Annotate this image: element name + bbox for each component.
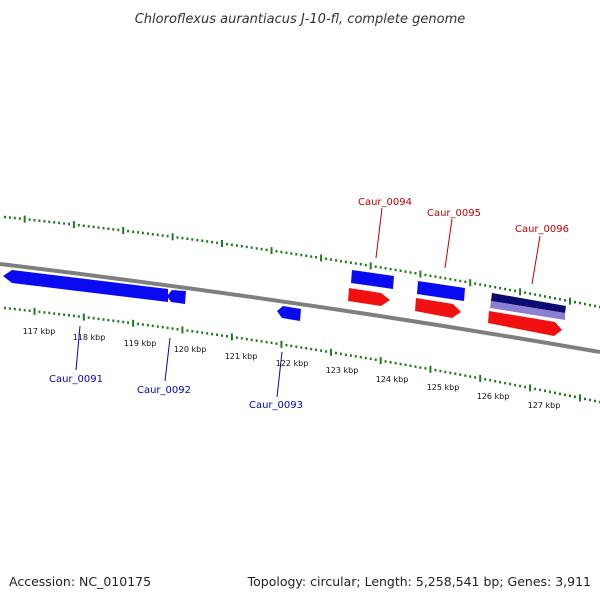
gene-caur-0095-arrow[interactable] [417,281,465,301]
gene-caur-0096-red-arrow[interactable] [488,311,562,336]
leader-line [276,351,283,398]
scale-label: 118 kbp [73,333,106,342]
gene-caur-0094-red-arrow[interactable] [348,288,390,306]
tick-track-top [4,215,600,309]
scale-label: 123 kbp [326,366,359,375]
scale-label: 117 kbp [23,327,56,336]
gene-label-caur-0092[interactable]: Caur_0092 [137,385,191,396]
genome-summary-text: Topology: circular; Length: 5,258,541 bp… [247,574,591,589]
gene-label-caur-0095[interactable]: Caur_0095 [427,208,481,219]
gene-caur-0092-arrow[interactable] [167,290,186,304]
gene-labels-top: Caur_0094 Caur_0095 Caur_0096 [358,197,569,285]
scale-label: 122 kbp [276,359,309,368]
reverse-strand-genes [348,288,562,336]
scale-label: 124 kbp [376,375,409,384]
scale-label: 126 kbp [477,392,510,401]
forward-strand-genes [3,270,566,321]
leader-line [531,235,541,285]
scale-label: 125 kbp [427,383,460,392]
gene-label-caur-0091[interactable]: Caur_0091 [49,374,103,385]
gene-caur-0096-light-arrow[interactable] [490,301,565,320]
gene-caur-0096-dark-arrow[interactable] [491,293,566,313]
leader-line [375,207,383,259]
gene-caur-0095-red-arrow[interactable] [415,298,461,318]
map-title: Chloroflexus aurantiacus J-10-fl, comple… [135,12,466,27]
gene-label-caur-0094[interactable]: Caur_0094 [358,197,412,208]
scale-label: 127 kbp [528,401,561,410]
gene-label-caur-0093[interactable]: Caur_0093 [249,400,303,411]
gene-label-caur-0096[interactable]: Caur_0096 [515,224,569,235]
gene-caur-0091-arrow[interactable] [3,270,168,302]
genome-backbone [0,262,600,354]
scale-label: 120 kbp [174,345,207,354]
tick-track-bottom [4,306,600,404]
leader-line [444,218,453,269]
gene-caur-0093-arrow[interactable] [277,306,301,321]
leader-line [75,325,81,371]
scale-labels: 117 kbp 118 kbp 119 kbp 120 kbp 121 kbp … [23,327,561,410]
scale-label: 121 kbp [225,352,258,361]
gene-caur-0094-arrow[interactable] [351,270,394,289]
gene-labels-bottom: Caur_0091 Caur_0092 Caur_0093 [49,325,303,411]
leader-line [164,337,171,382]
scale-label: 119 kbp [124,339,157,348]
accession-text: Accession: NC_010175 [9,574,151,589]
